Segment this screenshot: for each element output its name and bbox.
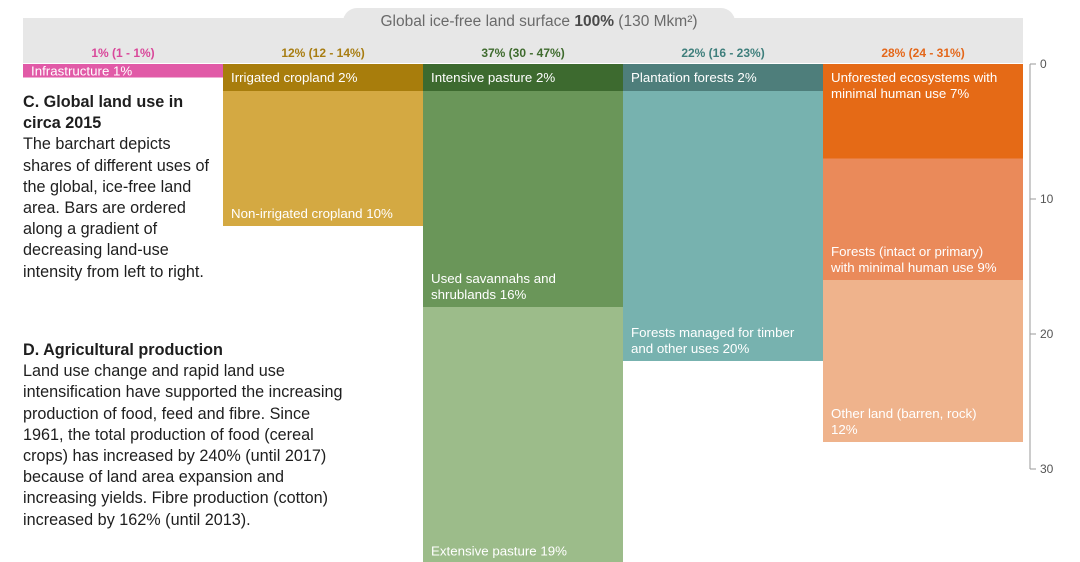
- share-label-pasture-and-savannahs: 37% (30 - 47%): [481, 46, 564, 60]
- y-tick-label-0: 0: [1040, 57, 1047, 71]
- label-other-land-barren-rock: Other land (barren, rock) 12%: [831, 406, 977, 437]
- bar-intensive-pasture: [423, 64, 623, 91]
- bar-infrastructure: [23, 64, 223, 78]
- section-d-body: Land use change and rapid land use inten…: [23, 362, 343, 529]
- label-unforested-ecosystems-with-minimal-human-use: Unforested ecosystems with minimal human …: [831, 70, 997, 101]
- share-label-forests: 22% (16 - 23%): [681, 46, 764, 60]
- bar-unforested-ecosystems-with-minimal-human-use: [823, 64, 1023, 159]
- bar-irrigated-cropland: [223, 64, 423, 91]
- title-prefix: Global ice-free land surface: [380, 13, 571, 30]
- bar-other-land-barren-rock: [823, 280, 1023, 442]
- bar-forests-intact-or-primary-with-minimal-human-use: [823, 158, 1023, 280]
- bar-extensive-pasture: [423, 307, 623, 562]
- share-label-infrastructure: 1% (1 - 1%): [91, 46, 154, 60]
- section-d: D. Agricultural production Land use chan…: [23, 340, 353, 531]
- y-tick-label-20: 20: [1040, 327, 1054, 341]
- label-forests-managed-for-timber-and-other-uses: Forests managed for timber and other uses…: [631, 325, 795, 356]
- share-label-cropland: 12% (12 - 14%): [281, 46, 364, 60]
- y-tick-label-30: 30: [1040, 462, 1054, 476]
- bar-plantation-forests: [623, 64, 823, 91]
- section-c: C. Global land use in circa 2015 The bar…: [23, 92, 223, 283]
- section-c-body: The barchart depicts shares of different…: [23, 135, 209, 281]
- bar-used-savannahs-and-shrublands: [423, 91, 623, 307]
- section-c-heading: C. Global land use in circa 2015: [23, 93, 184, 133]
- header-tab: [343, 8, 735, 36]
- label-extensive-pasture: Extensive pasture 19%: [431, 544, 567, 559]
- label-forests-intact-or-primary-with-minimal-human-use: Forests (intact or primary) with minimal …: [830, 244, 997, 275]
- section-d-heading: D. Agricultural production: [23, 341, 223, 359]
- label-non-irrigated-cropland: Non-irrigated cropland 10%: [231, 206, 393, 221]
- label-infrastructure: Infrastructure 1%: [31, 63, 132, 78]
- bar-non-irrigated-cropland: [223, 91, 423, 226]
- y-tick-label-10: 10: [1040, 192, 1054, 206]
- title-suffix: (130 Mkm²): [618, 13, 698, 30]
- share-label-unused-land: 28% (24 - 31%): [881, 46, 964, 60]
- title-total: 100%: [574, 13, 614, 30]
- chart-title: Global ice-free land surface 100% (130 M…: [343, 13, 735, 31]
- label-intensive-pasture: Intensive pasture 2%: [431, 70, 555, 85]
- bar-forests-managed-for-timber-and-other-uses: [623, 91, 823, 361]
- label-plantation-forests: Plantation forests 2%: [631, 70, 757, 85]
- label-used-savannahs-and-shrublands: Used savannahs and shrublands 16%: [431, 271, 556, 302]
- label-irrigated-cropland: Irrigated cropland 2%: [231, 70, 358, 85]
